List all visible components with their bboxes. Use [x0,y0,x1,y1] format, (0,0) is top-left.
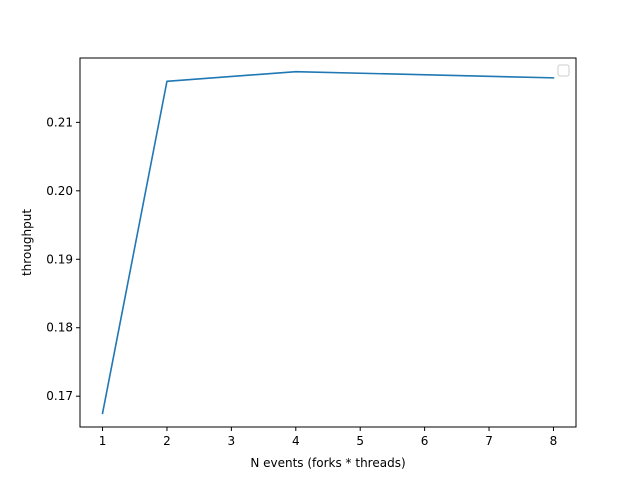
x-axis-label: N events (forks * threads) [250,456,405,470]
x-axis-ticks: 1 2 3 4 5 6 7 8 [99,427,558,448]
x-tick-label: 2 [163,434,171,448]
x-tick-label: 5 [356,434,364,448]
plot-area-frame [79,57,577,428]
legend [557,64,570,77]
x-tick-label: 4 [292,434,300,448]
legend-box [557,64,570,77]
y-axis-ticks: 0.17 0.18 0.19 0.20 0.21 [46,115,80,403]
y-tick-label: 0.21 [46,115,73,129]
y-tick-label: 0.18 [46,321,73,335]
x-tick-label: 7 [485,434,493,448]
throughput-series-line [101,70,555,415]
y-tick-label: 0.20 [46,184,73,198]
x-tick-label: 3 [228,434,236,448]
y-axis-label: throughput [20,209,34,276]
y-tick-label: 0.17 [46,389,73,403]
x-tick-label: 8 [550,434,558,448]
y-tick-label: 0.19 [46,252,73,266]
x-tick-label: 6 [421,434,429,448]
x-tick-label: 1 [99,434,107,448]
series-layer [101,70,555,415]
